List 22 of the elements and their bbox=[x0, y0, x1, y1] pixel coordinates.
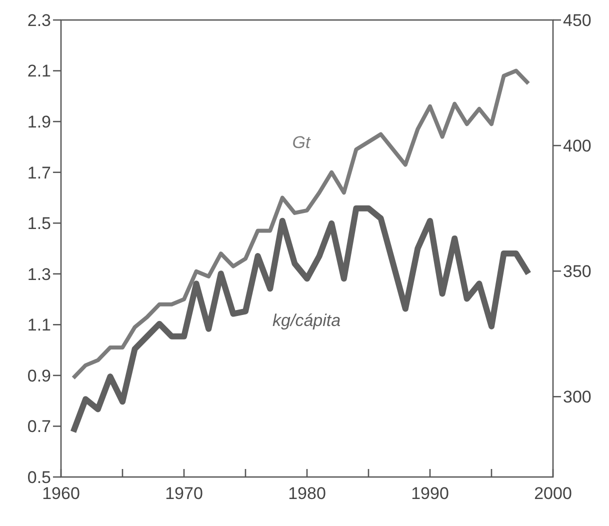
y2-tick-label: 300 bbox=[563, 388, 592, 407]
y2-tick-label: 450 bbox=[563, 10, 592, 30]
y2-tick-label: 400 bbox=[563, 136, 592, 156]
y-tick-label: 2.1 bbox=[27, 62, 51, 81]
y-tick-label: 0.7 bbox=[27, 417, 51, 436]
y-tick-label: 1.7 bbox=[27, 163, 51, 182]
x-tick-label: 1990 bbox=[411, 484, 449, 503]
x-tick-label: 1960 bbox=[42, 484, 80, 503]
y-tick-label: 0.9 bbox=[27, 366, 51, 386]
y2-tick-label: 350 bbox=[563, 262, 592, 282]
y-tick-label: 1.9 bbox=[27, 112, 51, 132]
x-tick-label: 1980 bbox=[288, 484, 326, 503]
series-label: kg/cápita bbox=[272, 311, 341, 330]
y-tick-label: 2.3 bbox=[27, 10, 51, 30]
y-tick-label: 0.5 bbox=[27, 468, 51, 487]
series-label: Gt bbox=[292, 132, 312, 152]
x-tick-label: 2000 bbox=[534, 484, 572, 503]
y-tick-label: 1.5 bbox=[27, 214, 51, 234]
y-tick-label: 1.3 bbox=[27, 264, 51, 284]
x-tick-label: 1970 bbox=[165, 484, 203, 503]
line-series bbox=[71, 68, 530, 380]
y-tick-label: 1.1 bbox=[27, 316, 51, 335]
